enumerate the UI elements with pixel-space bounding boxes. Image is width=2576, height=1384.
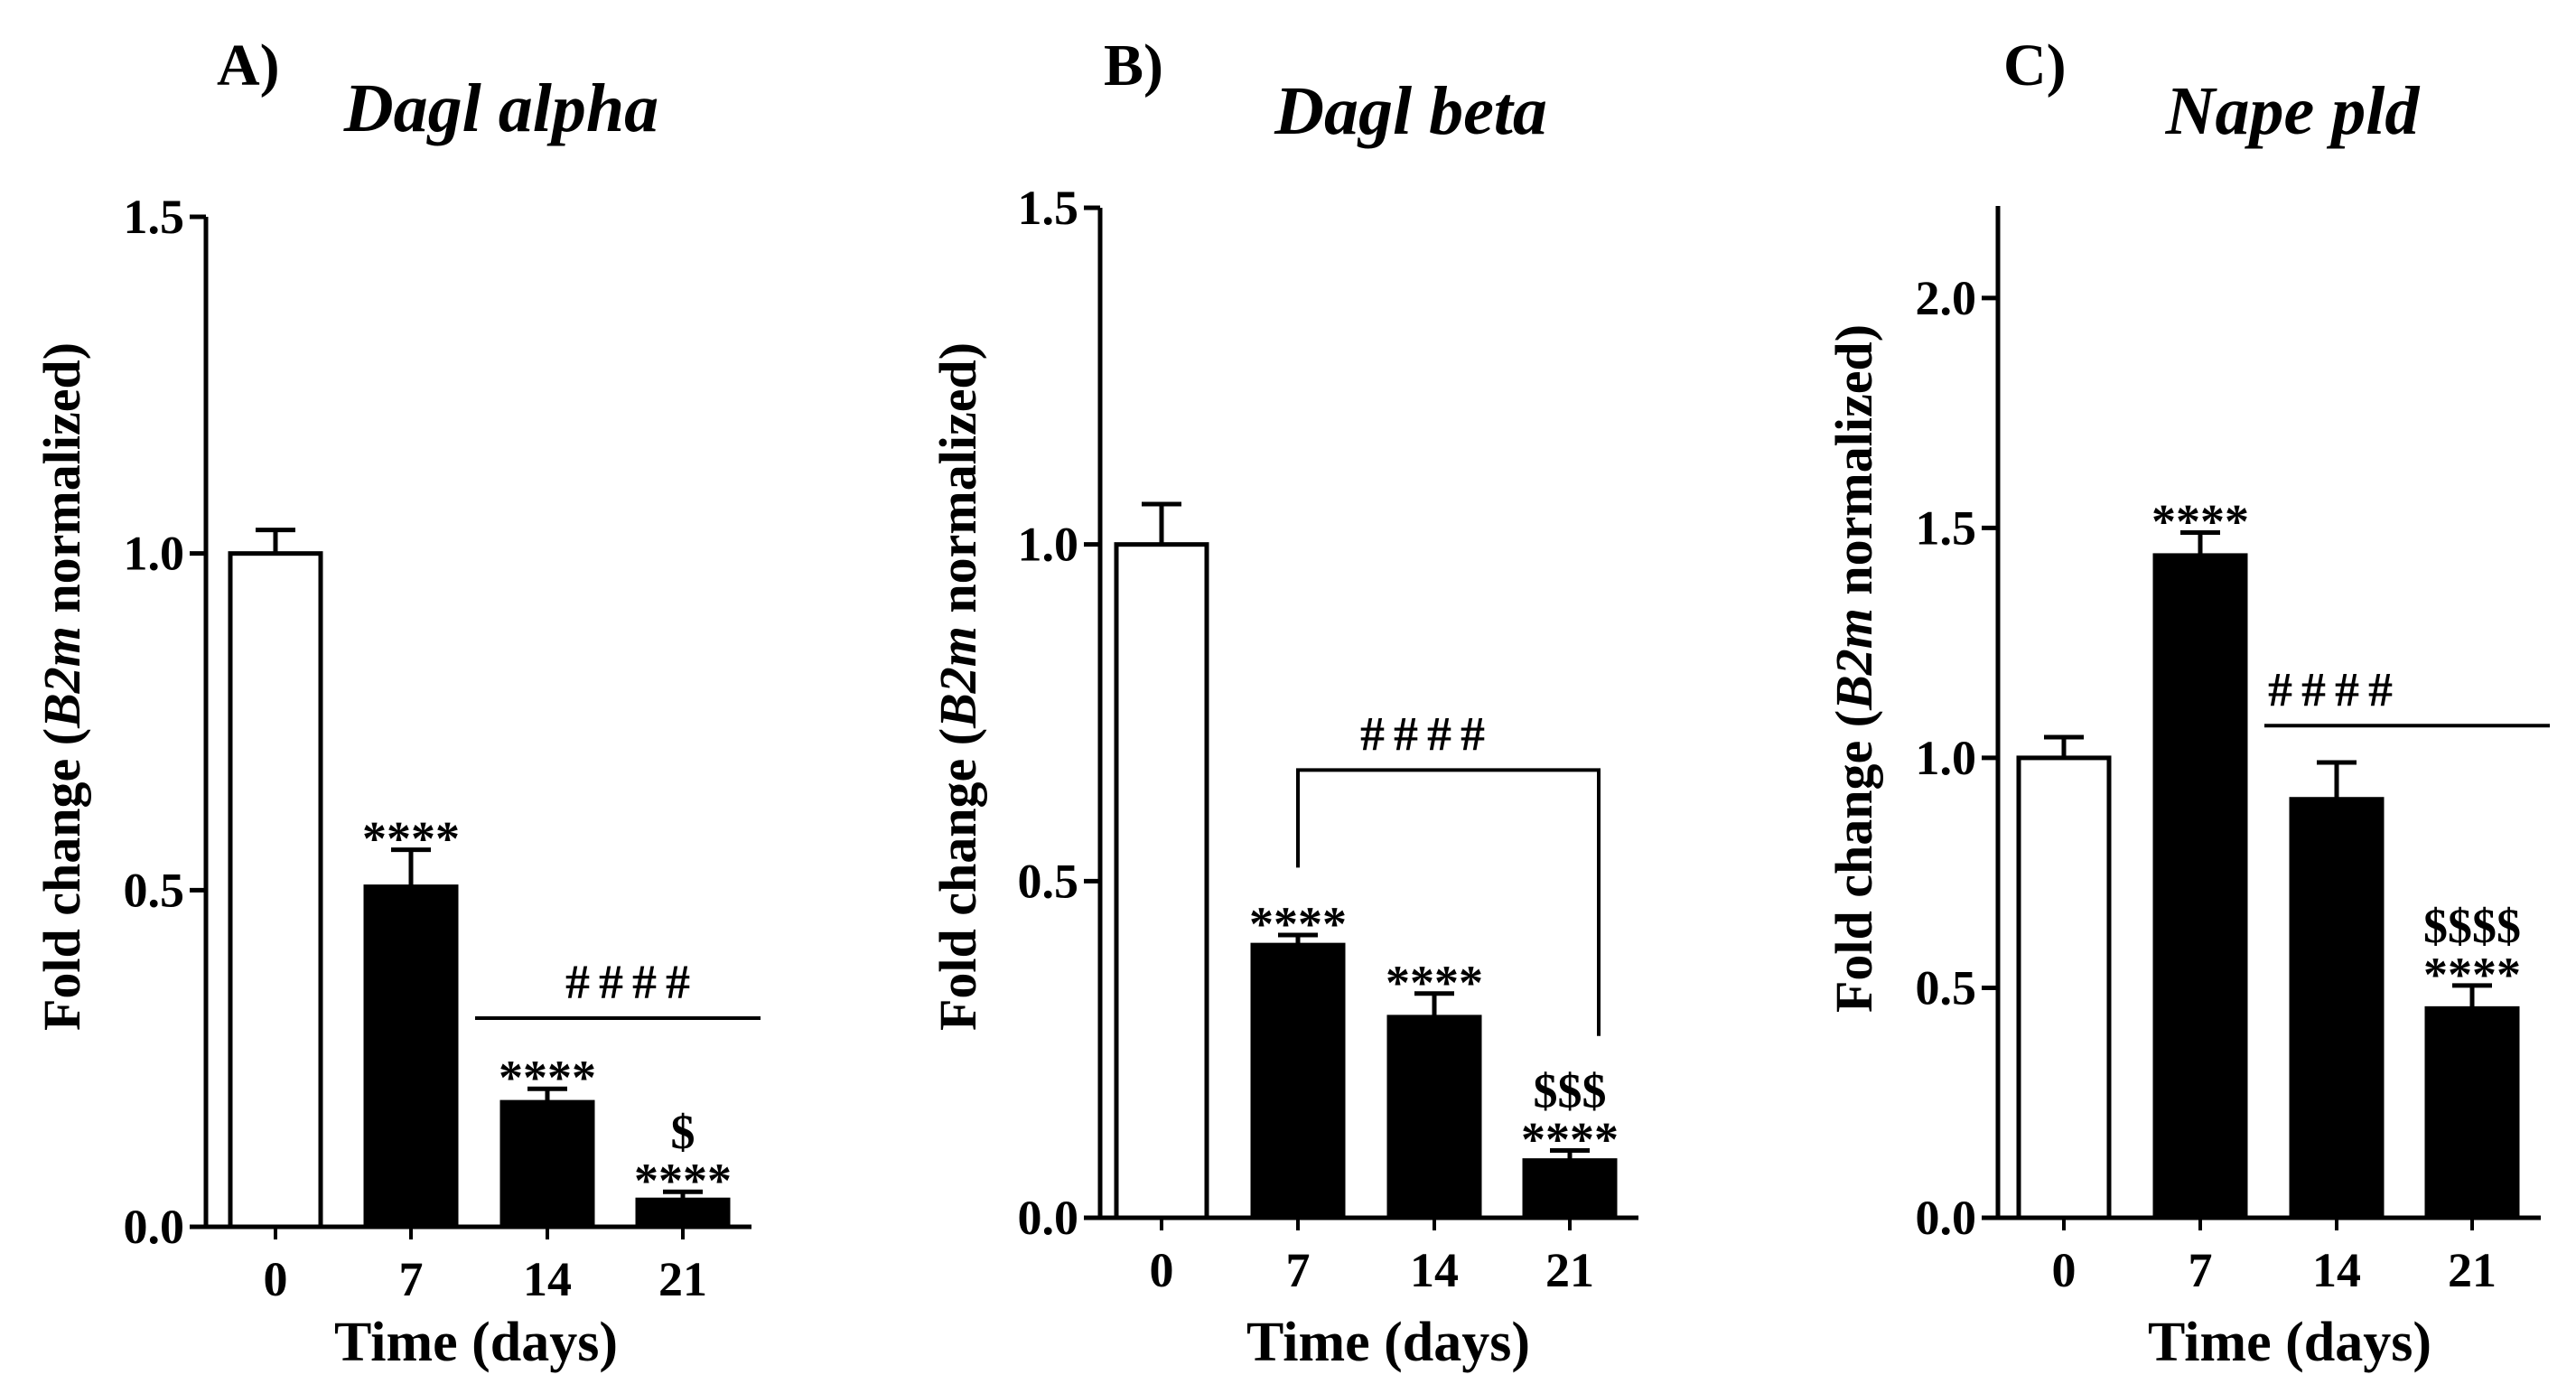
x-tick-label: 7 — [1286, 1243, 1311, 1297]
y-tick-label: 0.0 — [1018, 1191, 1079, 1245]
y-tick-label: 0.0 — [124, 1200, 185, 1254]
y-axis-title-post: normalized) — [1825, 324, 1883, 608]
y-axis-title-pre: Fold change ( — [33, 728, 91, 1031]
y-axis-title-post: normalized) — [33, 342, 91, 626]
y-axis-title-post: normalized) — [929, 342, 987, 626]
bar-21 — [635, 1197, 731, 1230]
chart-title: Nape pld — [2165, 73, 2421, 149]
y-axis-title-italic: B2m — [33, 626, 91, 729]
x-axis-title: Time (days) — [2148, 1312, 2431, 1373]
y-axis-title: Fold change (B2m normalized) — [1825, 324, 1883, 1013]
x-tick-label: 7 — [2189, 1243, 2213, 1297]
bar-7 — [2152, 553, 2248, 1220]
chart-title: Dagl alpha — [343, 70, 658, 146]
plot-area: 0.00.51.01.52.00 7 14 21****$$$$****#### — [1916, 206, 2550, 1297]
panel-a: A) Dagl alpha Fold change (B2m normalize… — [33, 33, 761, 1373]
comparison-label: #### — [565, 955, 699, 1009]
panel-c: C) Nape pld Fold change (B2m normalized)… — [1825, 33, 2550, 1373]
comparison-label: #### — [2268, 662, 2402, 716]
x-tick-label: 21 — [1545, 1243, 1594, 1297]
bar-0 — [1114, 542, 1209, 1220]
x-axis-title: Time (days) — [1246, 1312, 1530, 1373]
bar-0 — [2016, 755, 2112, 1220]
bar-21 — [2424, 1005, 2520, 1220]
plot-area: 0.00.51.01.50 7 14 21********$****#### — [124, 190, 761, 1306]
x-tick-label: 14 — [2312, 1243, 2361, 1297]
y-axis-title-pre: Fold change ( — [929, 728, 987, 1031]
y-tick-label: 1.0 — [1018, 518, 1079, 572]
bar-21 — [1522, 1158, 1618, 1220]
panel-letter: C) — [2003, 33, 2067, 98]
x-tick-label: 7 — [399, 1252, 424, 1306]
x-tick-label: 21 — [2448, 1243, 2497, 1297]
significance-label: **** — [2423, 948, 2521, 1002]
y-axis-title: Fold change (B2m normalized) — [33, 342, 91, 1031]
x-axis-title: Time (days) — [334, 1312, 618, 1373]
panel-letter: A) — [217, 33, 280, 98]
y-tick-label: 1.0 — [1916, 731, 1977, 785]
significance-label: **** — [1249, 897, 1347, 951]
y-tick-label: 1.0 — [124, 527, 185, 581]
y-axis-title-italic: B2m — [1825, 608, 1883, 711]
panel-b: B) Dagl beta Fold change (B2m normalized… — [929, 33, 1638, 1373]
significance-label: $$$$ — [2423, 899, 2521, 953]
significance-label: $ — [671, 1105, 695, 1159]
significance-label: **** — [634, 1154, 732, 1208]
significance-label: **** — [1521, 1112, 1619, 1166]
y-tick-label: 0.5 — [124, 863, 185, 917]
y-axis-title-pre: Fold change ( — [1825, 710, 1883, 1013]
x-tick-label: 0 — [264, 1252, 288, 1306]
y-tick-label: 1.5 — [124, 190, 185, 244]
significance-label: **** — [1386, 956, 1483, 1010]
significance-label: $$$ — [1534, 1063, 1607, 1117]
comparison-label: #### — [1360, 706, 1494, 761]
y-axis-title-italic: B2m — [929, 626, 987, 729]
bar-7 — [1250, 942, 1346, 1220]
panel-letter: B) — [1104, 33, 1163, 98]
bar-14 — [1386, 1015, 1482, 1220]
x-tick-label: 0 — [2052, 1243, 2077, 1297]
chart-title: Dagl beta — [1274, 73, 1547, 149]
y-axis-title: Fold change (B2m normalized) — [929, 342, 987, 1031]
significance-label: **** — [362, 812, 460, 866]
bar-14 — [499, 1099, 595, 1230]
plot-area: 0.00.51.01.50 7 14 21********$$$****#### — [1018, 181, 1638, 1297]
bar-0 — [228, 551, 323, 1230]
y-tick-label: 1.5 — [1018, 181, 1079, 235]
y-tick-label: 1.5 — [1916, 500, 1977, 555]
bar-7 — [363, 884, 459, 1230]
significance-label: **** — [2151, 494, 2249, 548]
y-tick-label: 2.0 — [1916, 271, 1977, 325]
x-tick-label: 14 — [1410, 1243, 1459, 1297]
x-tick-label: 14 — [523, 1252, 572, 1306]
comparison-bracket — [1296, 768, 1601, 1036]
y-tick-label: 0.0 — [1916, 1191, 1977, 1245]
significance-label: **** — [499, 1051, 596, 1105]
bar-14 — [2289, 797, 2385, 1220]
x-tick-label: 21 — [658, 1252, 707, 1306]
y-tick-label: 0.5 — [1916, 960, 1977, 1015]
y-tick-label: 0.5 — [1018, 854, 1079, 908]
x-tick-label: 0 — [1150, 1243, 1174, 1297]
